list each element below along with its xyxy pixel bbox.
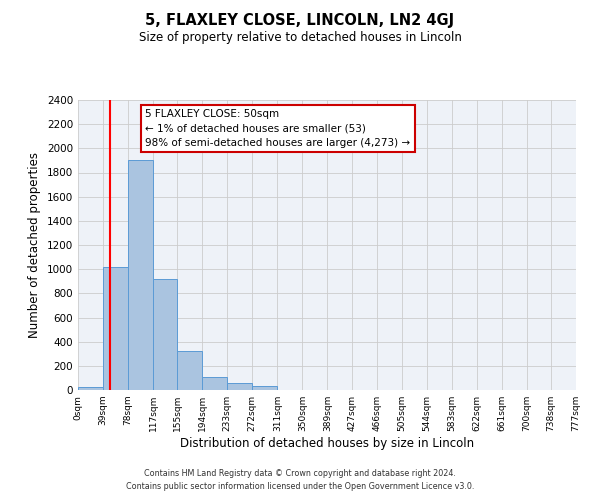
- X-axis label: Distribution of detached houses by size in Lincoln: Distribution of detached houses by size …: [180, 437, 474, 450]
- Text: 5 FLAXLEY CLOSE: 50sqm
← 1% of detached houses are smaller (53)
98% of semi-deta: 5 FLAXLEY CLOSE: 50sqm ← 1% of detached …: [145, 108, 410, 148]
- Text: Size of property relative to detached houses in Lincoln: Size of property relative to detached ho…: [139, 31, 461, 44]
- Text: Contains public sector information licensed under the Open Government Licence v3: Contains public sector information licen…: [126, 482, 474, 491]
- Bar: [78, 387, 103, 390]
- Bar: [227, 384, 253, 390]
- Bar: [103, 267, 128, 390]
- Bar: [202, 376, 227, 390]
- Bar: [178, 350, 202, 390]
- Text: 5, FLAXLEY CLOSE, LINCOLN, LN2 4GJ: 5, FLAXLEY CLOSE, LINCOLN, LN2 4GJ: [145, 12, 455, 28]
- Bar: [153, 279, 178, 390]
- Bar: [128, 160, 153, 390]
- Text: Contains HM Land Registry data © Crown copyright and database right 2024.: Contains HM Land Registry data © Crown c…: [144, 468, 456, 477]
- Y-axis label: Number of detached properties: Number of detached properties: [28, 152, 41, 338]
- Bar: [253, 386, 277, 390]
